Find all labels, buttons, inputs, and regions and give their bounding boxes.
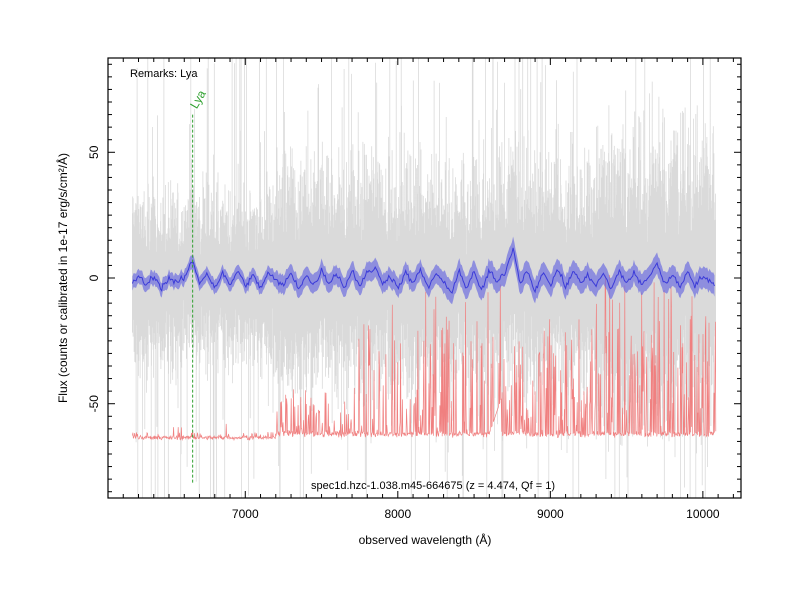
y-tick-label: 0 xyxy=(87,274,101,281)
x-axis-title: observed wavelength (Å) xyxy=(359,532,492,547)
x-tick-labels: 7000 8000 9000 10000 xyxy=(232,507,720,521)
x-axis-ticks xyxy=(122,58,734,498)
y-axis-title: Flux (counts or calibrated in 1e-17 erg/… xyxy=(55,153,70,403)
y-tick-label: 50 xyxy=(87,145,101,159)
x-tick-label: 8000 xyxy=(384,507,411,521)
lya-marker-label: Lya xyxy=(187,87,209,111)
y-tick-label: -50 xyxy=(87,395,101,413)
remarks-text: Remarks: Lya xyxy=(130,68,198,80)
y-tick-labels: -50 0 50 xyxy=(87,145,101,412)
noise-spectrum xyxy=(132,274,717,442)
error-band xyxy=(132,236,715,305)
x-tick-label: 10000 xyxy=(686,507,720,521)
x-tick-label: 9000 xyxy=(537,507,564,521)
y-axis-ticks xyxy=(108,63,741,493)
chart-title: spec1d.hzc-1.038.m45-664675 (z = 4.474, … xyxy=(311,480,555,492)
plot-layer xyxy=(131,58,717,498)
noise-spectrum-path xyxy=(132,274,717,442)
smoothed-spectrum-line xyxy=(131,247,715,294)
x-tick-label: 7000 xyxy=(232,507,259,521)
